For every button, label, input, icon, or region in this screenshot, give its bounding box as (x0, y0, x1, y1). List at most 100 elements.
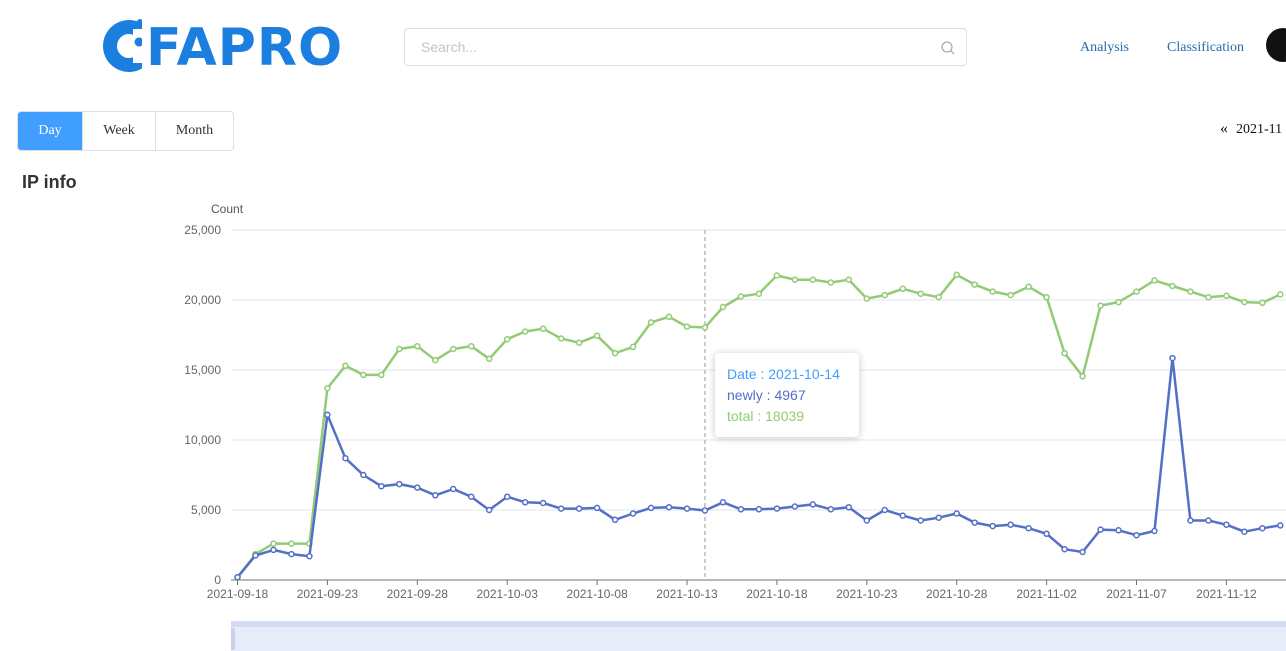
data-point-total[interactable] (575, 339, 583, 346)
data-point-total[interactable] (485, 355, 493, 363)
data-point-newly[interactable] (899, 512, 907, 519)
data-point-newly[interactable] (485, 506, 493, 514)
search-input[interactable] (419, 38, 923, 56)
data-point-newly[interactable] (683, 505, 691, 512)
data-point-newly[interactable] (414, 484, 421, 491)
data-point-newly[interactable] (629, 510, 637, 517)
data-point-newly[interactable] (773, 505, 781, 512)
data-point-newly[interactable] (953, 510, 960, 517)
data-point-newly[interactable] (719, 499, 727, 506)
data-point-newly[interactable] (701, 507, 709, 514)
data-point-total[interactable] (899, 285, 907, 293)
data-point-total[interactable] (809, 276, 817, 283)
data-point-total[interactable] (414, 342, 421, 350)
data-point-newly[interactable] (1043, 530, 1050, 538)
data-point-total[interactable] (719, 303, 727, 311)
data-point-newly[interactable] (917, 517, 924, 524)
data-point-total[interactable] (863, 295, 871, 302)
data-point-newly[interactable] (1277, 522, 1284, 529)
data-point-total[interactable] (1115, 298, 1122, 306)
data-point-newly[interactable] (863, 517, 871, 524)
data-point-newly[interactable] (270, 546, 277, 554)
data-point-total[interactable] (1241, 298, 1248, 306)
data-point-total[interactable] (989, 288, 996, 295)
data-point-total[interactable] (971, 281, 978, 288)
data-point-newly[interactable] (1115, 527, 1122, 534)
data-point-total[interactable] (881, 291, 889, 299)
data-point-total[interactable] (467, 342, 475, 350)
data-point-total[interactable] (432, 356, 439, 364)
data-point-total[interactable] (1277, 291, 1284, 298)
data-point-newly[interactable] (827, 506, 835, 513)
data-point-newly[interactable] (845, 503, 853, 511)
data-point-newly[interactable] (809, 501, 817, 508)
data-point-total[interactable] (270, 540, 277, 547)
data-zoom-slider[interactable] (231, 621, 1286, 651)
data-point-total[interactable] (342, 362, 349, 370)
tab-day[interactable]: Day (18, 112, 83, 150)
data-point-total[interactable] (521, 328, 529, 335)
data-point-newly[interactable] (450, 485, 457, 493)
data-point-total[interactable] (324, 384, 331, 392)
data-point-total[interactable] (593, 332, 601, 339)
github-icon[interactable] (1266, 28, 1286, 62)
data-point-total[interactable] (1007, 291, 1014, 299)
data-point-newly[interactable] (593, 504, 601, 512)
data-point-total[interactable] (1079, 373, 1086, 380)
search-box[interactable] (404, 28, 967, 66)
data-point-total[interactable] (1061, 349, 1068, 357)
data-point-total[interactable] (773, 272, 781, 279)
data-point-total[interactable] (827, 279, 835, 286)
data-point-total[interactable] (935, 293, 942, 301)
tab-month[interactable]: Month (175, 123, 214, 138)
data-point-newly[interactable] (935, 514, 942, 521)
data-point-newly[interactable] (1259, 524, 1266, 532)
data-point-total[interactable] (665, 313, 673, 321)
data-point-newly[interactable] (360, 471, 367, 479)
data-point-newly[interactable] (252, 552, 259, 559)
data-point-total[interactable] (701, 324, 709, 331)
data-point-newly[interactable] (1187, 517, 1194, 524)
nav-analysis-link[interactable]: Analysis (1080, 40, 1129, 55)
search-icon[interactable] (940, 40, 956, 56)
data-point-newly[interactable] (521, 499, 529, 506)
data-point-total[interactable] (953, 271, 960, 279)
data-point-total[interactable] (378, 371, 385, 379)
data-point-newly[interactable] (737, 506, 745, 513)
data-point-total[interactable] (1133, 288, 1140, 295)
data-point-newly[interactable] (1205, 517, 1212, 524)
data-point-total[interactable] (1151, 277, 1158, 284)
data-point-total[interactable] (288, 540, 295, 547)
data-point-total[interactable] (1259, 299, 1266, 307)
data-point-newly[interactable] (1079, 548, 1086, 556)
data-point-total[interactable] (1169, 282, 1176, 290)
data-point-total[interactable] (611, 349, 619, 357)
data-point-total[interactable] (647, 319, 655, 326)
data-point-newly[interactable] (1223, 521, 1230, 528)
data-point-total[interactable] (539, 325, 547, 332)
data-point-total[interactable] (791, 276, 799, 283)
data-point-newly[interactable] (971, 519, 978, 526)
data-point-newly[interactable] (1097, 526, 1104, 533)
data-point-total[interactable] (755, 290, 763, 297)
data-point-newly[interactable] (647, 504, 655, 512)
data-point-total[interactable] (1205, 293, 1212, 301)
data-point-newly[interactable] (611, 516, 619, 524)
double-chevron-left-icon[interactable]: « (1220, 120, 1228, 137)
data-point-newly[interactable] (755, 506, 763, 513)
data-point-newly[interactable] (881, 506, 889, 514)
data-point-newly[interactable] (432, 492, 439, 499)
data-point-total[interactable] (683, 323, 691, 330)
data-point-newly[interactable] (503, 493, 511, 500)
data-point-newly[interactable] (324, 411, 331, 419)
data-point-total[interactable] (557, 335, 565, 342)
data-point-total[interactable] (1097, 302, 1104, 309)
data-point-total[interactable] (503, 335, 511, 343)
data-point-total[interactable] (917, 290, 924, 297)
data-point-total[interactable] (629, 343, 637, 351)
data-point-newly[interactable] (575, 505, 583, 512)
data-point-newly[interactable] (1007, 521, 1014, 528)
data-point-newly[interactable] (234, 573, 241, 581)
data-point-total[interactable] (737, 293, 745, 300)
data-point-total[interactable] (396, 345, 403, 353)
